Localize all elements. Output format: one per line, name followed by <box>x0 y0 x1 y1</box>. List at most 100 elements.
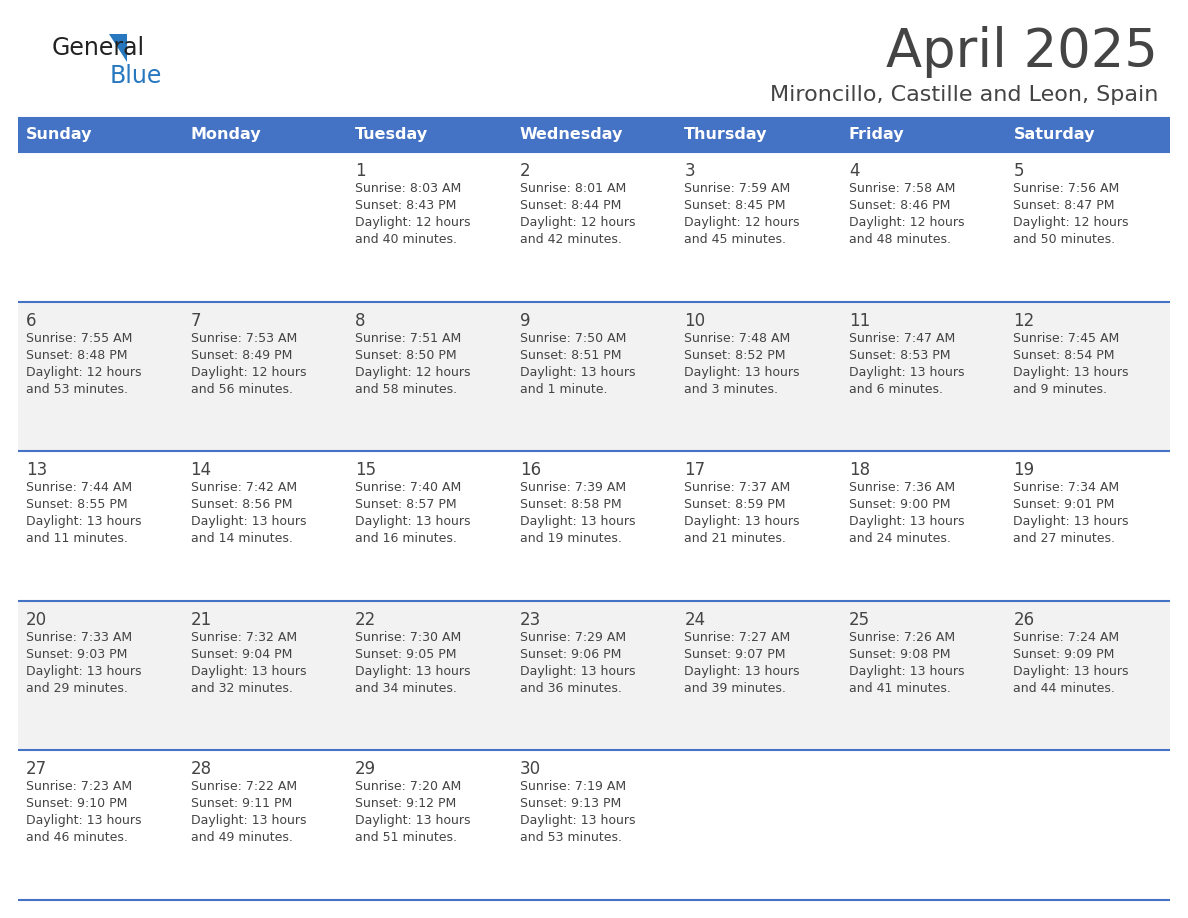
Text: 29: 29 <box>355 760 377 778</box>
Text: and 36 minutes.: and 36 minutes. <box>519 682 621 695</box>
Text: Daylight: 13 hours: Daylight: 13 hours <box>1013 665 1129 677</box>
Text: 1: 1 <box>355 162 366 180</box>
Text: and 34 minutes.: and 34 minutes. <box>355 682 457 695</box>
Text: Sunrise: 7:37 AM: Sunrise: 7:37 AM <box>684 481 790 494</box>
Text: Daylight: 12 hours: Daylight: 12 hours <box>355 216 470 229</box>
Text: Sunrise: 7:19 AM: Sunrise: 7:19 AM <box>519 780 626 793</box>
Text: 13: 13 <box>26 461 48 479</box>
Text: Sunrise: 7:23 AM: Sunrise: 7:23 AM <box>26 780 132 793</box>
Bar <box>18 302 183 452</box>
Bar <box>841 302 1005 452</box>
Text: 8: 8 <box>355 311 366 330</box>
Text: 4: 4 <box>849 162 859 180</box>
Text: and 51 minutes.: and 51 minutes. <box>355 832 457 845</box>
Text: Sunset: 8:51 PM: Sunset: 8:51 PM <box>519 349 621 362</box>
Text: and 21 minutes.: and 21 minutes. <box>684 532 786 545</box>
Text: Sunset: 8:50 PM: Sunset: 8:50 PM <box>355 349 456 362</box>
Bar <box>18 118 183 152</box>
Text: Sunrise: 8:03 AM: Sunrise: 8:03 AM <box>355 182 461 195</box>
Bar <box>183 152 347 302</box>
Text: and 39 minutes.: and 39 minutes. <box>684 682 786 695</box>
Text: Sunset: 9:01 PM: Sunset: 9:01 PM <box>1013 498 1114 511</box>
Text: 17: 17 <box>684 461 706 479</box>
Text: Daylight: 13 hours: Daylight: 13 hours <box>519 365 636 378</box>
Text: and 1 minute.: and 1 minute. <box>519 383 607 396</box>
Text: Daylight: 12 hours: Daylight: 12 hours <box>849 216 965 229</box>
Text: Daylight: 13 hours: Daylight: 13 hours <box>26 515 141 528</box>
Text: Monday: Monday <box>190 128 261 142</box>
Text: Thursday: Thursday <box>684 128 767 142</box>
Text: Daylight: 13 hours: Daylight: 13 hours <box>849 365 965 378</box>
Text: Sunset: 8:48 PM: Sunset: 8:48 PM <box>26 349 127 362</box>
Bar <box>1005 750 1170 900</box>
Text: Daylight: 13 hours: Daylight: 13 hours <box>684 665 800 677</box>
Text: 16: 16 <box>519 461 541 479</box>
Text: and 11 minutes.: and 11 minutes. <box>26 532 128 545</box>
Bar <box>1005 452 1170 600</box>
Text: Sunset: 8:58 PM: Sunset: 8:58 PM <box>519 498 621 511</box>
Text: Sunset: 8:47 PM: Sunset: 8:47 PM <box>1013 199 1114 212</box>
Text: and 45 minutes.: and 45 minutes. <box>684 233 786 246</box>
Text: Sunrise: 7:53 AM: Sunrise: 7:53 AM <box>190 331 297 344</box>
Polygon shape <box>109 34 127 62</box>
Text: Sunset: 9:00 PM: Sunset: 9:00 PM <box>849 498 950 511</box>
Text: Sunset: 8:43 PM: Sunset: 8:43 PM <box>355 199 456 212</box>
Bar <box>347 452 512 600</box>
Text: Daylight: 13 hours: Daylight: 13 hours <box>26 665 141 677</box>
Text: and 40 minutes.: and 40 minutes. <box>355 233 457 246</box>
Text: Sunrise: 8:01 AM: Sunrise: 8:01 AM <box>519 182 626 195</box>
Text: 19: 19 <box>1013 461 1035 479</box>
Text: and 24 minutes.: and 24 minutes. <box>849 532 950 545</box>
Text: Sunset: 9:10 PM: Sunset: 9:10 PM <box>26 798 127 811</box>
Text: Daylight: 13 hours: Daylight: 13 hours <box>684 515 800 528</box>
Text: Sunrise: 7:42 AM: Sunrise: 7:42 AM <box>190 481 297 494</box>
Text: Sunrise: 7:33 AM: Sunrise: 7:33 AM <box>26 631 132 644</box>
Text: Tuesday: Tuesday <box>355 128 428 142</box>
Bar <box>841 750 1005 900</box>
Bar <box>347 750 512 900</box>
Text: Sunset: 9:13 PM: Sunset: 9:13 PM <box>519 798 621 811</box>
Bar <box>18 600 183 750</box>
Text: Sunset: 8:44 PM: Sunset: 8:44 PM <box>519 199 621 212</box>
Bar <box>841 600 1005 750</box>
Text: Sunrise: 7:40 AM: Sunrise: 7:40 AM <box>355 481 461 494</box>
Bar <box>347 152 512 302</box>
Bar <box>841 452 1005 600</box>
Text: Daylight: 13 hours: Daylight: 13 hours <box>355 814 470 827</box>
Text: Daylight: 13 hours: Daylight: 13 hours <box>849 515 965 528</box>
Text: Sunset: 9:03 PM: Sunset: 9:03 PM <box>26 648 127 661</box>
Text: Sunrise: 7:36 AM: Sunrise: 7:36 AM <box>849 481 955 494</box>
Text: Daylight: 13 hours: Daylight: 13 hours <box>1013 365 1129 378</box>
Text: Daylight: 13 hours: Daylight: 13 hours <box>684 365 800 378</box>
Text: 22: 22 <box>355 610 377 629</box>
Text: 12: 12 <box>1013 311 1035 330</box>
Bar <box>676 152 841 302</box>
Bar <box>183 302 347 452</box>
Text: 15: 15 <box>355 461 377 479</box>
Text: Daylight: 13 hours: Daylight: 13 hours <box>190 814 307 827</box>
Text: Sunrise: 7:47 AM: Sunrise: 7:47 AM <box>849 331 955 344</box>
Text: Daylight: 13 hours: Daylight: 13 hours <box>849 665 965 677</box>
Bar <box>1005 302 1170 452</box>
Text: Daylight: 13 hours: Daylight: 13 hours <box>190 515 307 528</box>
Text: Daylight: 12 hours: Daylight: 12 hours <box>519 216 636 229</box>
Text: Sunset: 9:12 PM: Sunset: 9:12 PM <box>355 798 456 811</box>
Text: and 56 minutes.: and 56 minutes. <box>190 383 292 396</box>
Bar <box>676 750 841 900</box>
Text: Sunset: 9:06 PM: Sunset: 9:06 PM <box>519 648 621 661</box>
Bar <box>347 302 512 452</box>
Text: 2: 2 <box>519 162 530 180</box>
Text: Daylight: 13 hours: Daylight: 13 hours <box>519 665 636 677</box>
Text: and 29 minutes.: and 29 minutes. <box>26 682 128 695</box>
Text: April 2025: April 2025 <box>886 26 1158 78</box>
Text: 27: 27 <box>26 760 48 778</box>
Text: Daylight: 12 hours: Daylight: 12 hours <box>684 216 800 229</box>
Bar <box>18 750 183 900</box>
Text: Sunrise: 7:29 AM: Sunrise: 7:29 AM <box>519 631 626 644</box>
Text: 28: 28 <box>190 760 211 778</box>
Text: Wednesday: Wednesday <box>519 128 623 142</box>
Text: 24: 24 <box>684 610 706 629</box>
Text: Daylight: 13 hours: Daylight: 13 hours <box>26 814 141 827</box>
Text: Sunrise: 7:24 AM: Sunrise: 7:24 AM <box>1013 631 1119 644</box>
Text: Sunrise: 7:44 AM: Sunrise: 7:44 AM <box>26 481 132 494</box>
